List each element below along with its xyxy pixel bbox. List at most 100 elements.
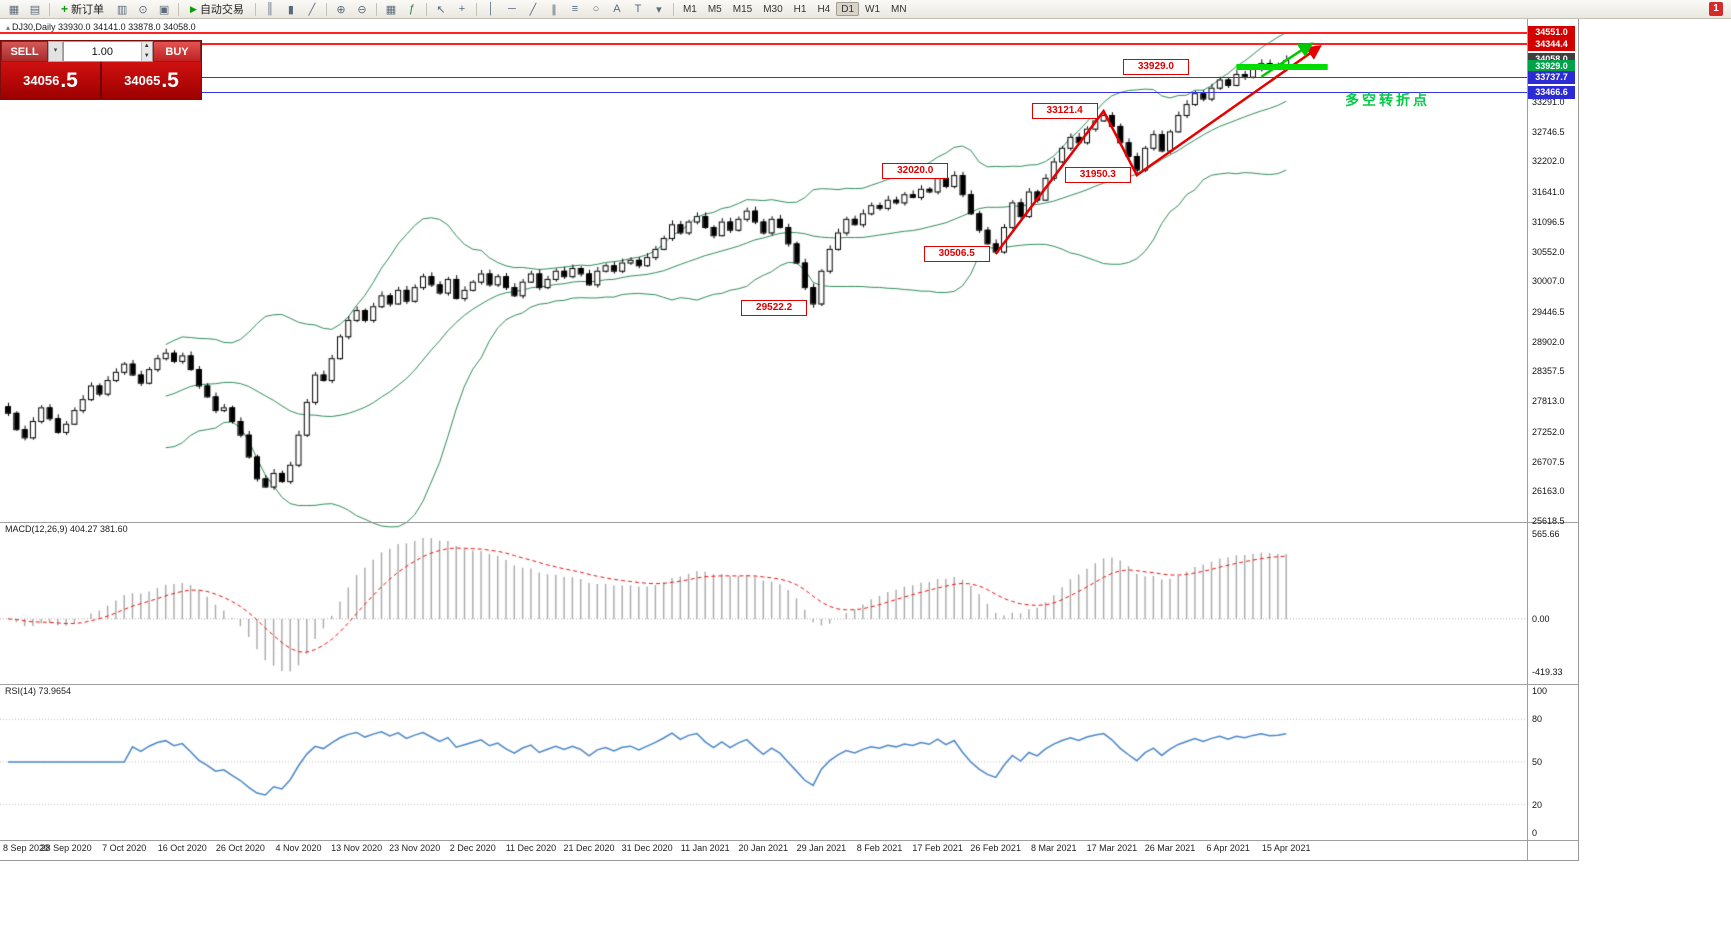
date-label: 28 Sep 2020 (40, 843, 92, 853)
buy-price[interactable]: 34065 .5 (102, 62, 201, 99)
toolbar-separator (178, 2, 180, 16)
zoom-out-icon[interactable]: ⊖ (357, 3, 367, 16)
horizontal-line-33466.6[interactable] (0, 91, 1527, 93)
indicators-icon[interactable]: ƒ (408, 3, 415, 15)
date-label: 11 Jan 2021 (680, 843, 730, 853)
volume-down-icon[interactable]: ▼ (141, 51, 152, 61)
cursor-icon[interactable]: ↖ (436, 3, 446, 16)
toolbar-separator (425, 2, 427, 16)
rsi-axis-80: 80 (1532, 714, 1543, 725)
price-tick: 33291.0 (1532, 96, 1565, 107)
sell-price[interactable]: 34056 .5 (1, 62, 102, 99)
buy-price-int: 34065 (124, 73, 161, 88)
price-annotation-33121.4[interactable]: 33121.4 (1031, 103, 1098, 120)
timeframe-h4[interactable]: H4 (812, 2, 835, 16)
sell-price-frac: .5 (60, 69, 78, 92)
timeframe-mn[interactable]: MN (886, 2, 912, 16)
sell-button[interactable]: SELL (1, 41, 48, 62)
horizontal-line-34551[interactable] (0, 31, 1527, 34)
autotrade-label: 自动交易 (199, 4, 244, 16)
timeframe-h1[interactable]: H1 (789, 2, 812, 16)
rsi-indicator-label: RSI(14) 73.9654 (5, 686, 72, 696)
timeframe-w1[interactable]: W1 (860, 2, 885, 16)
candlestick-chart-icon[interactable]: ▮ (287, 3, 294, 16)
timeframe-m15[interactable]: M15 (728, 2, 757, 16)
profiles-icon[interactable]: ▥ (116, 3, 128, 16)
toolbar-separator (49, 2, 50, 16)
horizontal-line-34344.4[interactable] (0, 43, 1527, 46)
zoom-in-icon[interactable]: ⊕ (336, 3, 346, 16)
buy-button[interactable]: BUY (153, 41, 201, 62)
chart-title-text: DJ30,Daily 33930.0 34141.0 33878.0 34058… (12, 22, 196, 32)
market-watch-icon[interactable]: ⊙ (138, 3, 148, 16)
price-annotation-31950.3[interactable]: 31950.3 (1064, 167, 1131, 184)
data-window-icon[interactable]: ▣ (158, 3, 170, 16)
toolbar-separator (325, 2, 327, 16)
timeframe-d1[interactable]: D1 (836, 2, 860, 16)
date-label: 6 Apr 2021 (1206, 843, 1250, 853)
date-label: 26 Feb 2021 (970, 843, 1021, 853)
grid-icon[interactable]: ▦ (385, 3, 397, 16)
price-tick: 28902.0 (1532, 336, 1565, 347)
price-tick: 30552.0 (1532, 246, 1565, 257)
volume-input[interactable] (64, 42, 141, 61)
price-annotation-32020.0[interactable]: 32020.0 (882, 163, 949, 180)
notification-badge[interactable]: 1 (1709, 2, 1723, 16)
line-chart-icon[interactable]: ╱ (308, 3, 316, 16)
macd-axis-zero: 0.00 (1532, 613, 1550, 624)
channel-tool-icon[interactable]: ∥ (551, 3, 557, 16)
price-axis-border (1527, 19, 1528, 860)
horizontal-line-tool-icon[interactable]: ─ (508, 3, 516, 15)
date-label: 11 Dec 2020 (505, 843, 557, 853)
order-type-dropdown[interactable]: ▾ (48, 41, 63, 62)
order-panel-price-row: 34056 .5 34065 .5 (1, 62, 201, 99)
text-tool-icon[interactable]: A (613, 3, 621, 15)
workspace-background (0, 861, 1731, 945)
vertical-line-tool-icon[interactable]: │ (487, 3, 495, 15)
fibonacci-tool-icon[interactable]: ≡ (571, 3, 579, 15)
price-chart-canvas[interactable] (0, 19, 1578, 860)
turning-point-label[interactable]: 多空转折点 (1345, 92, 1430, 108)
price-annotation-33929.0[interactable]: 33929.0 (1122, 58, 1189, 75)
price-annotation-29522.2[interactable]: 29522.2 (741, 299, 808, 316)
shapes-tool-icon[interactable]: ○ (592, 3, 600, 15)
date-label: 29 Jan 2021 (796, 843, 847, 853)
date-label: 8 Feb 2021 (856, 843, 903, 853)
date-label: 8 Sep 2020 (3, 843, 50, 853)
tile-windows-icon[interactable]: ▤ (29, 3, 41, 16)
crosshair-icon[interactable]: + (458, 3, 466, 15)
bar-chart-icon[interactable]: ║ (266, 3, 274, 15)
timeframe-m30[interactable]: M30 (758, 2, 787, 16)
price-tick: 32202.0 (1532, 156, 1565, 167)
date-label: 31 Dec 2020 (621, 843, 673, 853)
pane-separator-rsi[interactable] (0, 684, 1578, 685)
price-tick: 25618.5 (1532, 516, 1565, 527)
volume-up-icon[interactable]: ▲ (141, 42, 152, 52)
price-badge-33466.6: 33466.6 (1528, 85, 1575, 99)
order-panel-top-row: SELL ▾ ▲ ▼ BUY (1, 41, 201, 62)
timeframe-m5[interactable]: M5 (703, 2, 727, 16)
price-badge-34344.4: 34344.4 (1528, 37, 1575, 51)
price-tick: 31641.0 (1532, 187, 1565, 197)
trendline-tool-icon[interactable]: ╱ (529, 3, 537, 16)
horizontal-line-33737.7[interactable] (0, 76, 1527, 78)
arrows-dropdown-icon[interactable]: ▾ (656, 3, 662, 16)
text-label-tool-icon[interactable]: T (634, 3, 642, 15)
price-badge-34551.0: 34551.0 (1528, 26, 1575, 40)
chart-window: ▴ DJ30,Daily 33930.0 34141.0 33878.0 3405… (0, 19, 1579, 861)
price-tick: 28357.5 (1532, 366, 1565, 377)
price-tick: 29446.5 (1532, 306, 1565, 317)
date-label: 15 Apr 2021 (1261, 843, 1311, 853)
new-order-label: 新订单 (71, 4, 105, 16)
autotrade-button[interactable]: ▶ 自动交易 (183, 1, 251, 17)
price-annotation-30506.5[interactable]: 30506.5 (923, 245, 990, 262)
timeframe-m1[interactable]: M1 (678, 2, 702, 16)
date-label: 13 Nov 2020 (331, 843, 383, 853)
date-label: 17 Feb 2021 (912, 843, 963, 853)
new-chart-icon[interactable]: ▦ (8, 3, 20, 16)
new-order-button[interactable]: + 新订单 (54, 1, 111, 17)
date-label: 21 Dec 2020 (563, 843, 615, 853)
toolbar-separator (254, 2, 256, 16)
pane-separator-macd[interactable] (0, 522, 1578, 523)
buy-price-frac: .5 (161, 69, 179, 92)
